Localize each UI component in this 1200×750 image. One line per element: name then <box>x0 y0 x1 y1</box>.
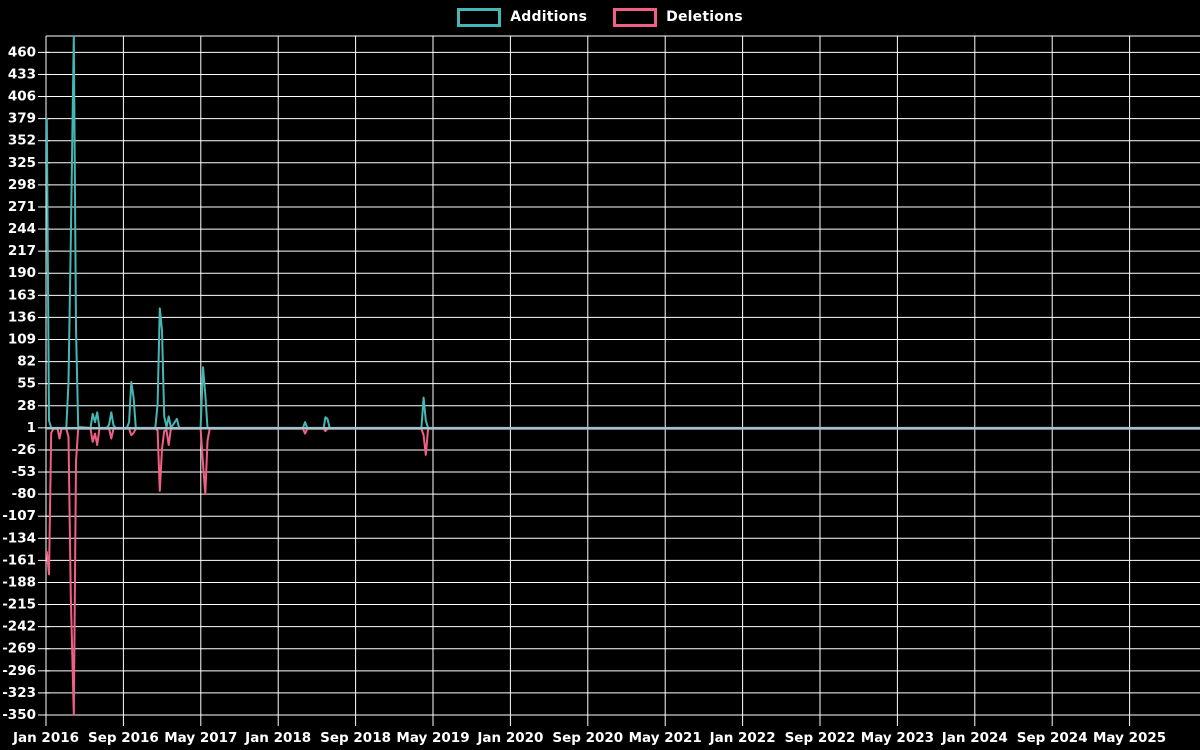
x-tick-label: Sep 2016 <box>88 730 159 746</box>
y-tick-label: 352 <box>8 133 36 149</box>
x-tick-label: Jan 2016 <box>12 730 79 746</box>
y-tick-label: -296 <box>2 663 36 679</box>
y-tick-label: -107 <box>2 508 36 524</box>
x-tick-label: May 2023 <box>861 730 934 746</box>
legend-label-deletions: Deletions <box>666 9 743 25</box>
y-tick-label: 460 <box>8 44 36 60</box>
y-tick-label: -188 <box>2 574 36 590</box>
y-tick-label: 82 <box>17 354 36 370</box>
x-tick-label: Jan 2024 <box>941 730 1008 746</box>
y-tick-label: -53 <box>12 464 36 480</box>
y-tick-label: -161 <box>2 552 36 568</box>
legend-item-deletions[interactable]: Deletions <box>613 7 743 27</box>
chart-legend: Additions Deletions <box>0 5 1200 29</box>
additions-swatch-icon <box>457 7 502 27</box>
x-tick-label: Jan 2018 <box>244 730 311 746</box>
tick-marks <box>38 51 1131 726</box>
y-tick-label: -242 <box>2 619 36 635</box>
y-tick-label: -323 <box>2 685 36 701</box>
y-tick-label: 109 <box>8 332 36 348</box>
y-tick-label: 28 <box>17 398 36 414</box>
y-tick-label: 217 <box>8 243 36 259</box>
y-tick-label: 1 <box>27 420 36 436</box>
x-tick-label: Sep 2024 <box>1017 730 1088 746</box>
x-tick-label: Jan 2020 <box>476 730 543 746</box>
x-tick-label: Sep 2020 <box>552 730 623 746</box>
axis-labels: 460 433 406 379 352 325 298 271 244 217 190 163 136 1… <box>2 44 1166 746</box>
x-tick-label: May 2025 <box>1093 730 1166 746</box>
y-tick-label: 406 <box>8 89 36 105</box>
x-tick-label: May 2019 <box>396 730 469 746</box>
y-tick-label: -134 <box>2 530 36 546</box>
y-tick-label: -80 <box>12 486 36 502</box>
x-tick-label: May 2017 <box>164 730 237 746</box>
x-tick-label: Jan 2022 <box>709 730 776 746</box>
legend-item-additions[interactable]: Additions <box>457 7 588 27</box>
gridlines <box>45 35 1200 716</box>
x-tick-label: Sep 2022 <box>785 730 856 746</box>
y-tick-label: 190 <box>8 265 36 281</box>
y-tick-label: -350 <box>2 707 36 723</box>
x-tick-label: Sep 2018 <box>320 730 391 746</box>
y-tick-label: 379 <box>8 111 36 127</box>
y-tick-label: -269 <box>2 641 36 657</box>
additions-line <box>45 35 1200 429</box>
y-tick-label: -26 <box>12 442 36 458</box>
y-tick-label: -215 <box>2 597 36 613</box>
y-tick-label: 298 <box>8 177 36 193</box>
y-tick-label: 163 <box>8 287 36 303</box>
y-tick-label: 433 <box>8 66 36 82</box>
series-group <box>45 35 1200 716</box>
y-tick-label: 136 <box>8 309 36 325</box>
x-tick-label: May 2021 <box>629 730 702 746</box>
deletions-swatch-icon <box>613 7 658 27</box>
legend-label-additions: Additions <box>510 9 588 25</box>
y-tick-label: 55 <box>17 376 36 392</box>
y-tick-label: 244 <box>8 221 36 237</box>
y-tick-label: 325 <box>8 155 36 171</box>
y-tick-label: 271 <box>8 199 36 215</box>
